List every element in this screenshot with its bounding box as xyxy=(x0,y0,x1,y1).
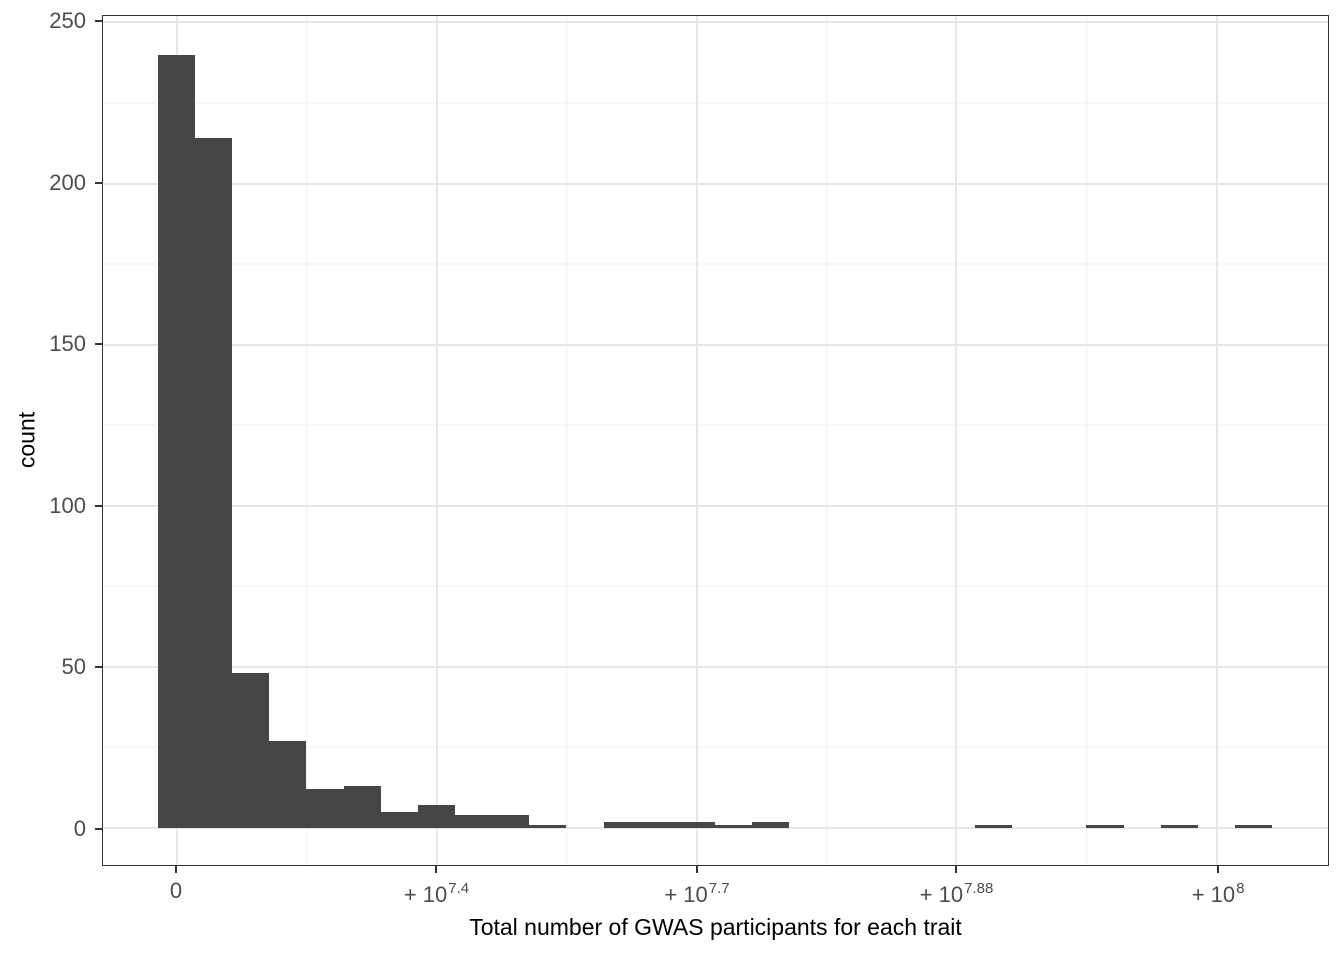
y-tick-mark xyxy=(95,20,102,23)
bars-layer xyxy=(103,16,1328,865)
y-tick-mark xyxy=(95,343,102,346)
histogram-bar xyxy=(1086,824,1124,828)
plot-panel xyxy=(102,15,1329,866)
x-tick-label: + 107.88 xyxy=(919,880,994,908)
y-tick-mark xyxy=(95,181,102,184)
gridline-major-h xyxy=(103,665,1328,668)
x-tick-label: + 107.7 xyxy=(664,880,730,908)
gridline-major-v xyxy=(696,16,698,865)
gridline-major-v xyxy=(955,16,958,865)
y-tick-label: 0 xyxy=(73,815,86,841)
histogram-bar xyxy=(380,811,418,828)
gridline-major-h xyxy=(103,21,1328,24)
y-tick-label: 200 xyxy=(49,169,86,195)
gridline-minor-h xyxy=(103,263,1328,265)
gridline-minor-h xyxy=(103,424,1328,426)
y-tick-mark xyxy=(95,666,102,669)
histogram-bar xyxy=(1235,824,1273,828)
x-tick-label: + 108 xyxy=(1191,880,1245,908)
histogram-bar xyxy=(455,815,493,828)
gridline-minor-v xyxy=(306,16,308,865)
x-tick-mark xyxy=(174,866,177,873)
histogram-bar xyxy=(343,786,381,828)
histogram-bar xyxy=(417,805,456,828)
histogram-bar xyxy=(752,821,790,828)
gridline-major-h xyxy=(103,343,1328,346)
histogram-bar xyxy=(603,821,641,828)
histogram-bar xyxy=(232,673,270,828)
y-tick-label: 50 xyxy=(61,654,86,680)
x-tick-mark xyxy=(1217,866,1220,873)
histogram-bar xyxy=(195,138,233,828)
histogram-bar xyxy=(1160,824,1198,828)
x-tick-mark xyxy=(435,866,438,873)
histogram-bar xyxy=(157,54,196,828)
y-tick-mark xyxy=(95,504,102,507)
gridline-minor-v xyxy=(826,16,828,865)
y-tick-label: 150 xyxy=(49,331,86,357)
x-tick-base: + 10 xyxy=(919,882,964,907)
histogram-bar xyxy=(677,821,716,828)
gridline-minor-v xyxy=(566,16,568,865)
x-tick-exponent: 7.4 xyxy=(448,880,470,897)
y-axis-title: count xyxy=(13,411,40,469)
x-tick-exponent: 7.88 xyxy=(964,880,994,897)
histogram-bar xyxy=(269,740,307,828)
x-tick-base: 0 xyxy=(169,878,183,903)
x-tick-base: + 10 xyxy=(403,882,448,907)
gridline-major-v xyxy=(1216,16,1219,865)
x-tick-label: + 107.4 xyxy=(403,880,470,908)
histogram-bar xyxy=(715,824,753,828)
y-axis: 0 50 100 150 200 250 xyxy=(0,10,102,866)
x-tick-exponent: 8 xyxy=(1236,880,1245,897)
gridline-major-h xyxy=(103,182,1328,185)
y-tick-label: 100 xyxy=(49,492,86,518)
histogram-bar xyxy=(640,821,678,828)
gridline-minor-h xyxy=(103,585,1328,587)
histogram-bar xyxy=(306,789,344,828)
gridline-minor-h xyxy=(103,102,1328,104)
x-axis: 0 + 107.4 + 107.7 + 107.88 + 108 xyxy=(102,866,1329,960)
x-axis-title: Total number of GWAS participants for ea… xyxy=(469,914,962,940)
histogram-bar xyxy=(975,824,1013,828)
x-tick-exponent: 7.7 xyxy=(708,880,730,897)
x-tick-label: 0 xyxy=(170,878,182,904)
x-tick-base: + 10 xyxy=(664,882,708,907)
gridline-minor-v xyxy=(1086,16,1088,865)
x-tick-mark xyxy=(695,866,698,873)
x-tick-base: + 10 xyxy=(1191,882,1236,907)
histogram-bar xyxy=(492,815,530,828)
histogram-bar xyxy=(529,824,567,828)
y-tick-label: 250 xyxy=(49,8,86,34)
gridline-major-v xyxy=(435,16,438,865)
gridline-major-h xyxy=(103,504,1328,507)
y-tick-mark xyxy=(95,827,102,830)
x-tick-mark xyxy=(955,866,958,873)
gridline-minor-h xyxy=(103,746,1328,748)
